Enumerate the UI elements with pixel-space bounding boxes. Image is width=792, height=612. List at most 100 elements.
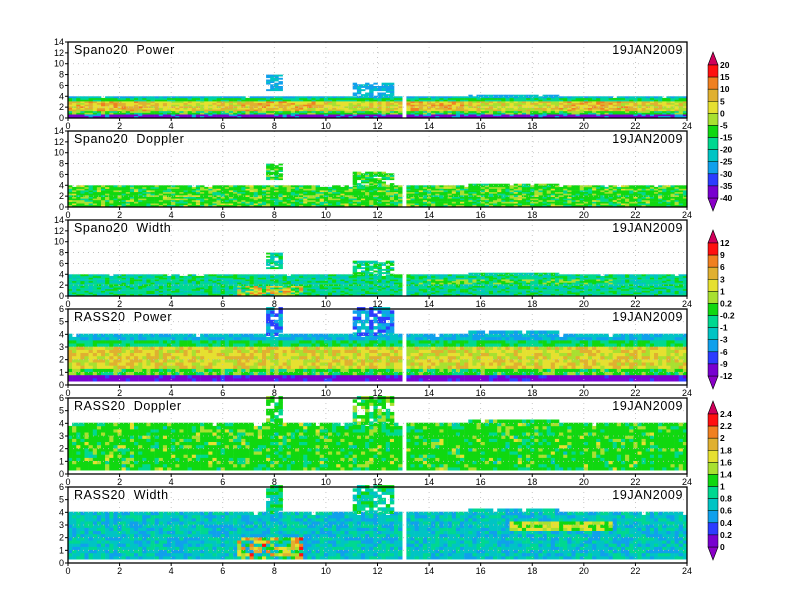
heatmap-cell <box>418 96 424 99</box>
heatmap-cell <box>212 110 217 113</box>
heatmap-cell <box>414 97 419 100</box>
heatmap-cell <box>68 199 73 202</box>
heatmap-cell <box>183 193 188 196</box>
heatmap-cell <box>604 102 609 105</box>
heatmap-cell <box>109 101 114 104</box>
heatmap-cell <box>513 106 519 108</box>
heatmap-cell <box>497 195 502 197</box>
heatmap-cell <box>352 171 358 174</box>
heatmap-cell <box>588 191 593 194</box>
heatmap-cell <box>377 190 382 193</box>
heatmap-cell <box>121 186 126 189</box>
heatmap-cell <box>604 188 609 191</box>
heatmap-cell <box>559 203 564 206</box>
heatmap-cell <box>332 190 337 193</box>
heatmap-cell <box>134 201 139 204</box>
heatmap-cell <box>546 109 552 112</box>
heatmap-cell <box>480 112 486 115</box>
heatmap-cell <box>365 92 370 95</box>
heatmap-cell <box>278 257 283 260</box>
heatmap-cell <box>649 112 655 115</box>
heatmap-cell <box>414 190 419 193</box>
heatmap-cell <box>179 186 184 189</box>
heatmap-cell <box>662 196 667 199</box>
heatmap-cell <box>117 112 122 115</box>
heatmap-cell <box>472 196 477 199</box>
heatmap-cell <box>641 185 646 188</box>
heatmap-cell <box>583 97 589 100</box>
heatmap-cell <box>575 104 580 107</box>
heatmap-cell <box>501 101 506 104</box>
heatmap-cell <box>476 186 481 189</box>
heatmap-cell <box>270 176 275 179</box>
heatmap-cell <box>373 195 378 197</box>
heatmap-cell <box>674 115 679 118</box>
heatmap-cell <box>68 191 73 194</box>
heatmap-cell <box>109 287 114 290</box>
heatmap-cell <box>278 201 283 204</box>
heatmap-cell <box>377 107 382 110</box>
heatmap-cell <box>427 204 432 207</box>
heatmap-cell <box>649 203 655 206</box>
heatmap-cell <box>171 290 176 293</box>
heatmap-cell <box>117 282 122 285</box>
heatmap-cell <box>282 97 287 100</box>
heatmap-cell <box>72 195 77 197</box>
heatmap-cell <box>658 198 663 201</box>
heatmap-cell <box>621 203 626 206</box>
heatmap-cell <box>588 199 593 202</box>
heatmap-cell <box>389 178 395 181</box>
heatmap-cell <box>596 97 601 100</box>
heatmap-cell <box>113 275 118 278</box>
heatmap-cell <box>295 102 300 105</box>
heatmap-cell <box>571 190 576 193</box>
heatmap-cell <box>274 279 279 282</box>
heatmap-cell <box>633 112 638 115</box>
heatmap-cell <box>629 199 634 202</box>
heatmap-cell <box>373 112 378 115</box>
heatmap-cell <box>113 101 118 104</box>
heatmap-cell <box>666 185 671 188</box>
heatmap-cell <box>356 190 362 193</box>
heatmap-cell <box>162 190 168 193</box>
heatmap-cell <box>468 190 473 193</box>
heatmap-cell <box>323 114 329 117</box>
heatmap-cell <box>588 203 593 206</box>
heatmap-cell <box>262 110 267 113</box>
heatmap-cell <box>336 109 341 112</box>
heatmap-cell <box>328 203 333 206</box>
heatmap-cell <box>340 190 345 193</box>
heatmap-cell <box>406 199 411 202</box>
heatmap-cell <box>563 196 568 199</box>
heatmap-cell <box>608 195 613 197</box>
heatmap-cell <box>567 195 572 197</box>
heatmap-cell <box>559 195 564 197</box>
heatmap-cell <box>80 110 85 113</box>
heatmap-cell <box>241 201 246 204</box>
heatmap-cell <box>150 99 155 102</box>
heatmap-cell <box>150 190 155 193</box>
heatmap-cell <box>84 282 89 285</box>
heatmap-cell <box>501 185 506 188</box>
heatmap-cell <box>600 186 605 189</box>
heatmap-cell <box>559 101 564 104</box>
heatmap-cell <box>369 171 374 174</box>
x-tick-label: 12 <box>372 121 382 131</box>
heatmap-cell <box>76 285 81 288</box>
heatmap-cell <box>299 102 304 105</box>
heatmap-cell <box>534 203 539 206</box>
heatmap-cell <box>191 203 197 206</box>
heatmap-cell <box>662 97 667 100</box>
heatmap-cell <box>84 277 89 280</box>
heatmap-cell <box>76 110 81 113</box>
heatmap-cell <box>162 96 168 99</box>
heatmap-cell <box>662 104 667 107</box>
heatmap-cell <box>369 114 374 117</box>
heatmap-cell <box>228 190 234 193</box>
heatmap-cell <box>612 191 618 194</box>
heatmap-cell <box>96 290 102 293</box>
heatmap-cell <box>505 199 510 202</box>
heatmap-cell <box>257 106 263 108</box>
heatmap-cell <box>270 168 275 171</box>
heatmap-cell <box>105 198 110 201</box>
